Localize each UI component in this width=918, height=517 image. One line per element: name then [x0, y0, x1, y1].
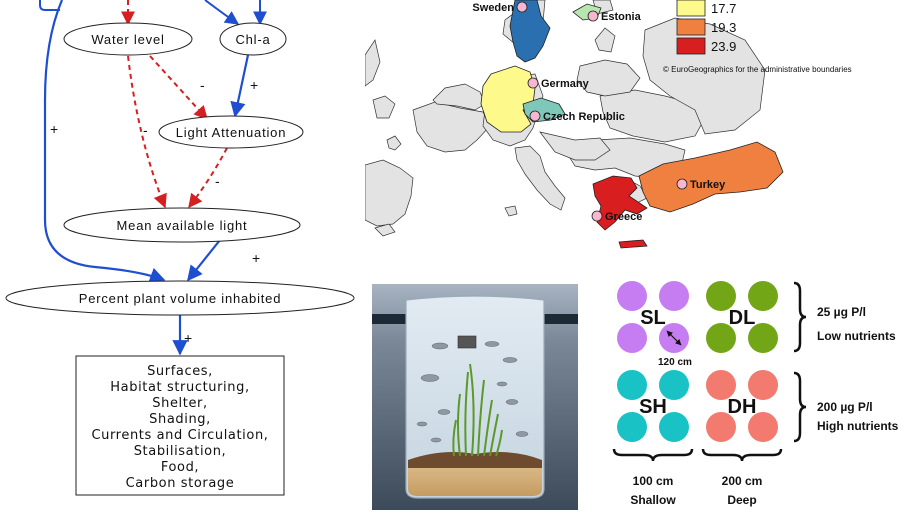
sign-water-to-light: -: [143, 122, 148, 138]
mesocosm-illustration: [372, 284, 578, 510]
brace-shallow: [612, 448, 694, 462]
marker-turkey: [676, 178, 688, 190]
marker-greece: [591, 210, 603, 222]
sediment-sand: [408, 468, 542, 496]
sign-light-to-pvi: +: [252, 250, 260, 266]
spacing-arrow: [666, 330, 682, 346]
outcome-5: Stabilisation,: [134, 444, 227, 459]
marker-sweden: [516, 1, 528, 13]
causal-flowchart: Water level Chl-a Light Attenuation Mean…: [5, 0, 355, 496]
label-greece: Greece: [605, 211, 642, 223]
sign-left-long: +: [50, 121, 58, 137]
svg-text:Mean available light: Mean available light: [117, 218, 248, 233]
low-amount: 25 µg P/l: [817, 305, 866, 319]
treatment-dh: DH: [706, 370, 778, 442]
outcome-2: Shelter,: [152, 396, 207, 411]
sign-water-to-attenuation: -: [200, 77, 205, 93]
marker-czech: [529, 110, 541, 122]
high-label: High nutrients: [817, 419, 899, 433]
arrow-water-to-light: [127, 55, 167, 209]
legend-swatch-3: [676, 37, 706, 55]
deep-label: Deep: [727, 493, 756, 507]
arrow-attenuation-to-light: [188, 147, 228, 209]
label-czech: Czech Republic: [543, 111, 625, 123]
shallow-label: Shallow: [630, 493, 676, 507]
outcome-7: Carbon storage: [126, 476, 235, 491]
outcome-3: Shading,: [149, 412, 211, 427]
outcome-0: Surfaces,: [147, 364, 213, 379]
country-shape-greece: [592, 175, 648, 231]
legend-swatch-2: [676, 18, 706, 36]
arrow-top-to-chla: [204, 0, 240, 25]
sensor-box: [457, 335, 477, 349]
legend-swatch-1: [676, 0, 706, 17]
arrow-chla-to-attenuation: [230, 54, 250, 118]
label-sweden: Sweden: [472, 2, 514, 14]
svg-text:DL: DL: [729, 307, 756, 329]
node-pvi: Percent plant volume inhabited: [5, 280, 355, 316]
sign-chla-to-attenuation: +: [250, 77, 258, 93]
europe-map: Sweden Estonia Germany Czech Republic Tu…: [365, 0, 852, 249]
arrow-top-left: [39, 0, 60, 11]
node-chla: Chl-a: [219, 22, 287, 56]
legend-value-2: 19.3: [711, 20, 736, 35]
svg-text:Percent plant volume inhabited: Percent plant volume inhabited: [79, 291, 282, 306]
fish-group: [416, 341, 529, 443]
arrow-light-to-pvi: [187, 239, 221, 282]
svg-text:DH: DH: [728, 396, 757, 418]
outcome-6: Food,: [161, 460, 199, 475]
brace-high: [793, 371, 807, 443]
experimental-design: SL DL SH DH 120 cm 25 µg P/l Low nutrien…: [612, 281, 899, 507]
arrow-left-long: [43, 0, 166, 283]
deep-depth: 200 cm: [722, 474, 763, 488]
marker-germany: [527, 77, 539, 89]
node-light-attenuation: Light Attenuation: [158, 115, 304, 149]
brace-deep: [701, 448, 783, 462]
label-turkey: Turkey: [690, 179, 726, 191]
svg-text:Chl-a: Chl-a: [235, 32, 270, 47]
arrow-water-to-attenuation: [149, 55, 208, 121]
legend-value-3: 23.9: [711, 39, 736, 54]
map-copyright: © EuroGeographics for the administrative…: [663, 65, 852, 74]
node-water-level: Water level: [63, 22, 193, 56]
brace-low: [793, 281, 807, 353]
low-label: Low nutrients: [817, 329, 896, 343]
spacing-label: 120 cm: [658, 357, 692, 368]
outcomes-box: [75, 355, 285, 496]
outcome-1: Habitat structuring,: [110, 380, 249, 395]
marker-estonia: [587, 10, 599, 22]
treatment-sh: SH: [617, 370, 689, 442]
shallow-depth: 100 cm: [633, 474, 674, 488]
sign-attenuation-to-light: -: [215, 173, 220, 189]
country-shape-sweden: [509, 0, 551, 63]
country-shape-germany: [480, 65, 536, 133]
legend-value-1: 17.7: [711, 1, 736, 16]
treatment-dl: DL: [706, 281, 778, 353]
label-germany: Germany: [541, 78, 590, 90]
svg-text:SH: SH: [639, 396, 667, 418]
country-shape-turkey: [638, 141, 784, 213]
sediment-soil: [408, 452, 542, 468]
high-amount: 200 µg P/l: [817, 400, 873, 414]
label-estonia: Estonia: [601, 11, 642, 23]
svg-text:Water level: Water level: [91, 32, 164, 47]
treatment-sl: SL: [617, 281, 689, 353]
sign-pvi-to-box: +: [184, 330, 192, 346]
country-shape-greece-crete: [618, 239, 648, 249]
node-mean-light: Mean available light: [63, 207, 301, 243]
svg-text:Light Attenuation: Light Attenuation: [176, 125, 286, 140]
macrophytes: [452, 363, 503, 457]
svg-text:SL: SL: [640, 307, 666, 329]
outcome-4: Currents and Circulation,: [91, 428, 268, 443]
